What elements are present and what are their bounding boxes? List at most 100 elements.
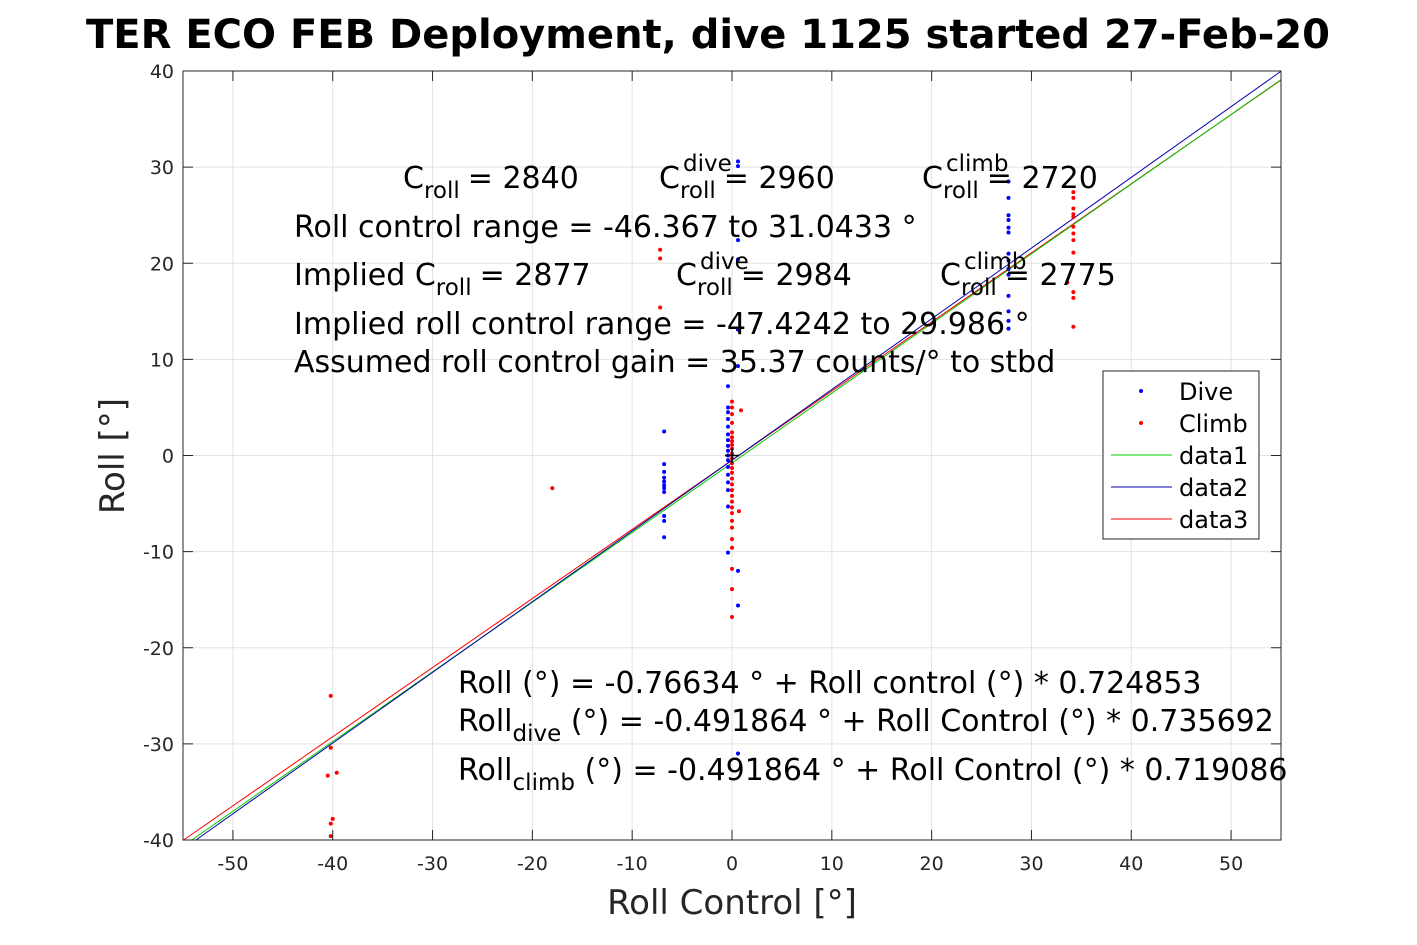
y-tick-label: 20 <box>150 253 174 275</box>
y-tick-label: -30 <box>143 734 174 756</box>
annotation-roll-control-range: Roll control range = -46.367 to 31.0433 … <box>294 210 917 245</box>
subscript-roll: roll <box>436 275 472 301</box>
climb-point <box>658 247 663 252</box>
legend-label-climb: Climb <box>1179 410 1248 438</box>
climb-point <box>730 442 734 447</box>
climb-point <box>325 773 330 778</box>
dive-point <box>1006 195 1011 200</box>
climb-point <box>1071 190 1076 195</box>
subscript-roll: roll <box>697 275 733 301</box>
climb-point <box>334 770 339 775</box>
superscript-climb: climb <box>964 249 1026 275</box>
x-tick-label: -30 <box>417 853 448 875</box>
climb-point <box>730 430 734 435</box>
data-points <box>325 159 1076 839</box>
climb-point <box>730 412 734 417</box>
subscript-roll: roll <box>961 275 997 301</box>
climb-point <box>730 439 734 444</box>
dive-point <box>1006 293 1011 298</box>
subscript-roll: roll <box>680 178 716 204</box>
dive-point <box>735 327 740 332</box>
dive-point <box>662 514 667 519</box>
chart-title: TER ECO FEB Deployment, dive 1125 starte… <box>86 12 1330 58</box>
dive-point <box>726 465 731 470</box>
y-axis-label: Roll [°] <box>93 398 133 514</box>
climb-point <box>330 816 335 821</box>
climb-point <box>730 435 734 440</box>
climb-point <box>730 518 734 523</box>
dive-point <box>662 479 667 484</box>
x-tick-label: -40 <box>317 853 348 875</box>
dive-point <box>735 159 740 164</box>
climb-point <box>328 745 333 750</box>
dive-point <box>726 458 731 463</box>
dive-point <box>662 475 667 480</box>
symbol-roll: Roll <box>458 753 513 788</box>
dive-point <box>735 364 740 369</box>
symbol-roll: Roll <box>458 704 513 739</box>
climb-point <box>1071 212 1076 217</box>
y-tick-label: -20 <box>143 638 174 660</box>
climb-point <box>730 465 734 470</box>
legend-marker-dive <box>1139 389 1143 393</box>
climb-point <box>328 834 333 839</box>
x-tick-label: -20 <box>517 853 548 875</box>
annotation-fit-dive: Rolldive (°) = -0.491864 ° + Roll Contro… <box>458 704 1274 747</box>
dive-point <box>662 486 667 491</box>
annotation-implied-c-roll-dive: Croll = 2984 <box>676 258 852 301</box>
dive-point <box>726 443 731 448</box>
value-c-roll: = 2840 <box>468 161 579 196</box>
annotation-implied-c-roll: Implied Croll = 2877 <box>294 258 591 301</box>
value-implied-c-roll-dive: = 2984 <box>741 258 852 293</box>
y-tick-label: 0 <box>162 446 174 468</box>
symbol-c: C <box>922 161 943 196</box>
dive-point <box>726 416 731 421</box>
climb-point <box>1071 195 1076 200</box>
climb-point <box>1071 238 1076 243</box>
climb-point <box>730 511 734 516</box>
climb-point <box>730 525 734 530</box>
dive-point <box>726 432 731 437</box>
climb-point <box>1071 215 1076 220</box>
fit-climb-rest: (°) = -0.491864 ° + Roll Control (°) * 0… <box>575 753 1288 788</box>
dive-point <box>1006 179 1011 184</box>
climb-point <box>730 499 734 504</box>
y-tick-label: 30 <box>150 157 174 179</box>
climb-point <box>730 420 734 425</box>
dive-point <box>726 384 731 389</box>
climb-point <box>730 488 734 493</box>
x-tick-label: 0 <box>726 853 738 875</box>
legend: Dive Climb data1 data2 data3 <box>1102 370 1260 540</box>
climb-point <box>328 693 333 698</box>
dive-point <box>662 462 667 467</box>
symbol-c: C <box>403 161 424 196</box>
subscript-roll: roll <box>943 178 979 204</box>
dive-point <box>735 164 740 169</box>
climb-point <box>658 256 663 261</box>
dive-point <box>1006 225 1011 230</box>
y-tick-label: 10 <box>150 349 174 371</box>
y-tick-label: 40 <box>150 61 174 83</box>
symbol-c: C <box>676 258 697 293</box>
dive-point <box>726 488 731 493</box>
fit-line-data1 <box>191 79 1282 841</box>
x-tick-label: 50 <box>1219 853 1243 875</box>
climb-point <box>730 587 734 592</box>
annotation-c-roll: Croll = 2840 <box>403 161 579 204</box>
climb-point <box>730 537 734 542</box>
dive-point <box>726 448 731 453</box>
y-tick-label: -40 <box>143 830 174 852</box>
dive-point <box>662 490 667 495</box>
dive-point <box>1006 309 1011 314</box>
dive-point <box>726 550 731 555</box>
dive-point <box>662 469 667 474</box>
dive-point <box>735 603 740 608</box>
climb-point <box>1071 250 1076 255</box>
dive-point <box>1006 230 1011 235</box>
fit-dive-rest: (°) = -0.491864 ° + Roll Control (°) * 0… <box>561 704 1274 739</box>
dive-point <box>726 438 731 443</box>
dive-point <box>1006 258 1011 263</box>
y-axis-ticks: -40 -30 -20 -10 0 10 20 30 40 <box>143 61 1281 852</box>
climb-point <box>730 566 734 571</box>
